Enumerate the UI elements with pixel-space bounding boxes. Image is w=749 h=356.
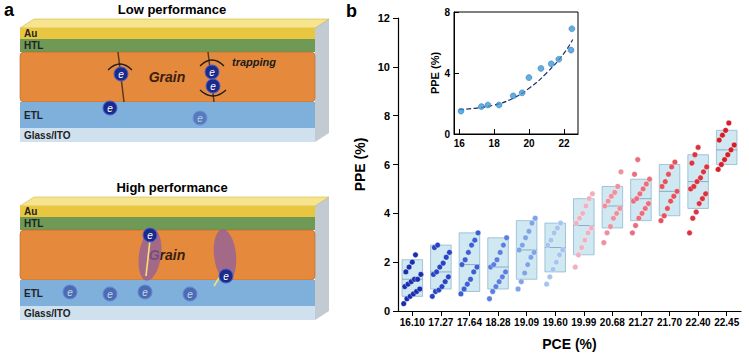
svg-text:PPE (%): PPE (%) [429,52,441,95]
svg-text:e: e [142,287,148,298]
svg-text:10: 10 [378,61,390,73]
svg-text:e: e [209,67,215,78]
svg-text:e: e [210,81,216,92]
svg-text:e: e [118,69,124,80]
svg-text:e: e [67,287,73,298]
svg-text:Au: Au [24,28,37,39]
svg-text:b: b [346,1,357,21]
svg-text:8: 8 [444,7,450,18]
svg-text:Grain: Grain [148,247,186,263]
svg-text:HTL: HTL [24,218,43,229]
svg-text:High performance: High performance [116,180,227,195]
svg-text:PCE (%): PCE (%) [542,336,596,352]
svg-text:19.09: 19.09 [514,317,539,328]
svg-text:Au: Au [24,206,37,217]
svg-text:e: e [187,289,193,300]
svg-text:Glass/ITO: Glass/ITO [24,308,71,319]
svg-text:e: e [107,289,113,300]
svg-text:a: a [4,0,15,20]
svg-text:22.40: 22.40 [686,317,711,328]
svg-text:2: 2 [384,256,390,268]
svg-text:0: 0 [444,129,450,140]
svg-text:18: 18 [489,138,501,149]
svg-text:e: e [223,271,229,282]
svg-text:PPE (%): PPE (%) [352,138,368,192]
svg-text:HTL: HTL [24,40,43,51]
svg-text:20: 20 [524,138,536,149]
svg-text:4: 4 [384,207,391,219]
svg-text:17.64: 17.64 [457,317,482,328]
svg-text:18.28: 18.28 [486,317,511,328]
svg-text:21.70: 21.70 [657,317,682,328]
svg-text:22.45: 22.45 [714,317,739,328]
svg-text:8: 8 [384,110,390,122]
svg-text:21.27: 21.27 [628,317,653,328]
svg-text:Grain: Grain [149,69,186,85]
svg-text:4: 4 [444,68,450,79]
svg-text:17.27: 17.27 [428,317,453,328]
svg-text:e: e [147,230,153,241]
svg-text:12: 12 [378,12,390,24]
svg-text:0: 0 [384,305,390,317]
svg-text:16.10: 16.10 [400,317,425,328]
svg-text:Low performance: Low performance [118,2,226,17]
svg-text:e: e [107,103,113,114]
svg-text:19.99: 19.99 [571,317,596,328]
svg-text:trapping: trapping [232,56,276,68]
svg-text:Glass/ITO: Glass/ITO [24,130,71,141]
svg-text:e: e [197,113,203,124]
svg-text:16: 16 [454,138,466,149]
svg-text:19.60: 19.60 [543,317,568,328]
svg-text:20.68: 20.68 [600,317,625,328]
svg-text:ETL: ETL [24,110,43,121]
svg-text:6: 6 [384,159,390,171]
svg-text:22: 22 [558,138,570,149]
svg-text:ETL: ETL [24,288,43,299]
